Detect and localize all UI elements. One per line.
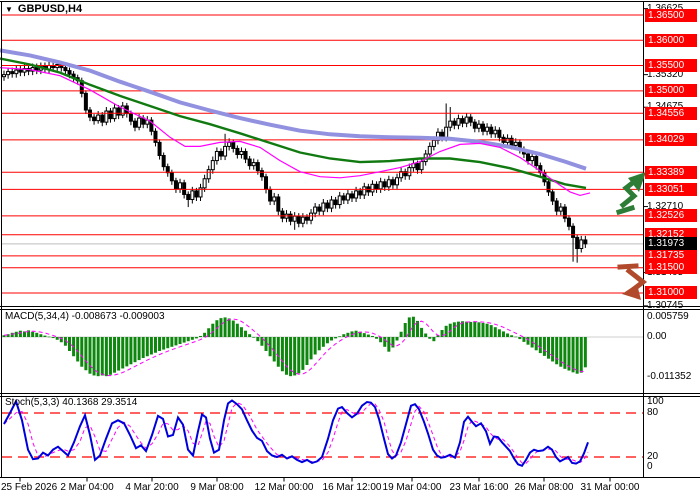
macd-layer: [2, 316, 643, 377]
stoch-indicator-label: Stoch(5,3,3) 40.1368 29.3514: [5, 397, 138, 408]
price-scale-label: 1.35320: [647, 68, 684, 80]
time-label: 9 Mar 08:00: [190, 482, 244, 493]
pane-borders-layer: [0, 1, 700, 482]
moving-averages-layer: [0, 48, 591, 197]
stoch-scale-label: 100: [647, 396, 664, 407]
macd-scale-label: -0.011352: [647, 371, 692, 382]
price-level-tag: 1.36500: [645, 8, 697, 22]
price-level-tag: 1.35500: [645, 59, 697, 73]
time-label: 12 Mar 00:00: [254, 482, 314, 493]
time-label: 19 Mar 04:00: [382, 482, 442, 493]
time-label: 23 Mar 16:00: [449, 482, 509, 493]
macd-indicator-label: MACD(5,34,4) -0.008673 -0.009003: [5, 311, 165, 322]
time-label: 25 Feb 2026: [1, 482, 58, 493]
ma-slow-line: [0, 48, 587, 171]
ma-mid-line: [0, 57, 587, 190]
chevron-down-icon[interactable]: ▼: [5, 4, 13, 14]
price-level-tag: 1.34556: [645, 106, 697, 120]
time-label: 4 Mar 20:00: [125, 482, 179, 493]
price-level-tag: 1.31735: [645, 249, 697, 263]
price-level-tag: 1.33389: [645, 165, 697, 179]
candles-layer: [2, 60, 588, 263]
price-level-tag: 1.35000: [645, 84, 697, 98]
level-lines-layer: [2, 14, 643, 294]
price-level-tag: 1.31000: [645, 286, 697, 300]
stoch-k-line: [3, 398, 589, 468]
price-level-tag: 1.32526: [645, 209, 697, 223]
sell-signal-arrow-icon: [617, 263, 648, 300]
macd-scale-label: 0.00: [647, 331, 667, 342]
price-scale-label: 1.34675: [647, 101, 683, 113]
time-label: 2 Mar 04:00: [60, 482, 114, 493]
price-scale-label: 1.36625: [647, 3, 683, 15]
price-level-tag: 1.36000: [645, 33, 697, 47]
stoch-scale-label: 80: [647, 407, 659, 418]
price-scale-label: 1.32710: [647, 200, 684, 212]
stoch-d-line: [3, 402, 589, 464]
time-label: 16 Mar 12:00: [322, 482, 382, 493]
price-level-tag: 1.34029: [645, 133, 697, 147]
ma-fast-line: [0, 67, 591, 197]
macd-signal-line: [3, 318, 586, 377]
time-label: 26 Mar 08:00: [514, 482, 574, 493]
time-label: 31 Mar 00:00: [580, 482, 640, 493]
price-level-tag: 1.33051: [645, 182, 697, 196]
price-level-tag: 1.31500: [645, 261, 697, 275]
price-scale-label: 1.30745: [647, 299, 684, 311]
stoch-scale-label: 20: [647, 451, 659, 462]
macd-scale-label: 0.005759: [647, 311, 689, 322]
current-price-tag: 1.31973: [645, 237, 697, 251]
buy-signal-arrow-icon: [615, 172, 646, 216]
stochastic-layer: [2, 398, 643, 468]
stoch-scale-label: 0: [647, 461, 653, 472]
symbol-title: ▼ GBPUSD,H4: [5, 3, 82, 15]
symbol-period-label: GBPUSD,H4: [17, 3, 83, 15]
